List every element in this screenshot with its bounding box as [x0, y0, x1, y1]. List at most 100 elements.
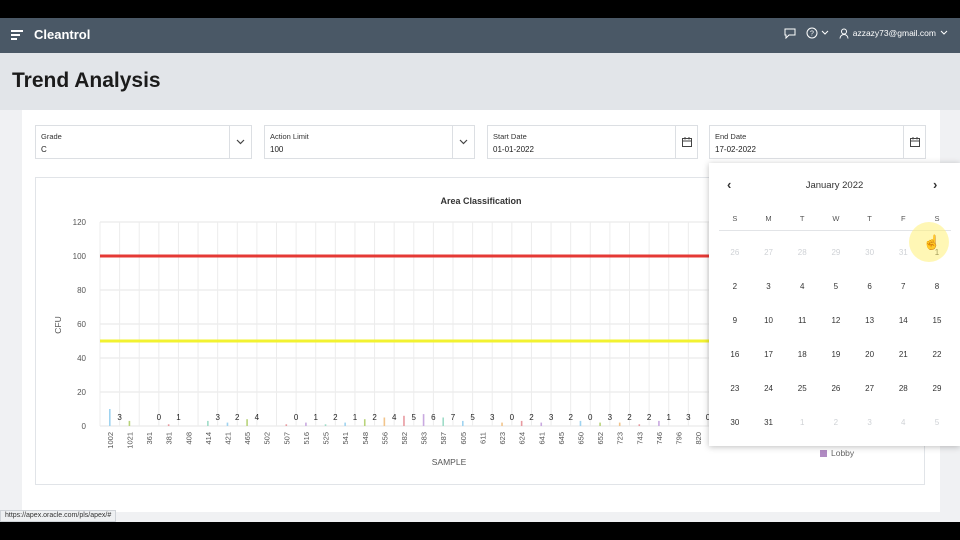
calendar-day[interactable]: 4: [901, 418, 906, 427]
data-bar: [226, 422, 229, 426]
data-label: 0: [510, 413, 515, 422]
help-circle-icon: ?: [806, 27, 818, 39]
calendar-day[interactable]: 2: [732, 282, 738, 291]
calendar-icon: [681, 137, 692, 147]
calendar-day[interactable]: 1: [799, 418, 805, 427]
data-bar: [305, 422, 307, 426]
hamburger-menu-icon[interactable]: [11, 30, 23, 40]
next-month-button[interactable]: ›: [933, 177, 938, 192]
weekday-header: S M T W T F S: [718, 214, 954, 223]
calendar-day[interactable]: 17: [764, 350, 773, 359]
data-bar: [246, 419, 248, 426]
data-label: 0: [157, 413, 162, 422]
calendar-day[interactable]: 28: [797, 248, 807, 257]
calendar-day[interactable]: 29: [831, 248, 841, 257]
help-menu-button[interactable]: ?: [806, 27, 829, 39]
calendar-day[interactable]: 27: [865, 384, 875, 393]
data-label: 3: [549, 413, 554, 422]
y-tick-label: 60: [77, 320, 86, 329]
grade-dropdown-button[interactable]: [229, 126, 251, 158]
x-tick-label: 645: [557, 432, 566, 445]
y-axis-label: CFU: [53, 316, 63, 333]
calendar-day[interactable]: 14: [898, 316, 908, 325]
calendar-day[interactable]: 30: [730, 418, 740, 427]
calendar-day[interactable]: 29: [932, 384, 942, 393]
action-limit-dropdown-button[interactable]: [452, 126, 474, 158]
calendar-day[interactable]: 2: [833, 418, 839, 427]
app-title[interactable]: Cleantrol: [34, 27, 91, 42]
x-tick-label: 541: [341, 432, 350, 445]
calendar-day[interactable]: 24: [764, 384, 773, 393]
x-tick-label: 408: [184, 432, 193, 445]
action-limit-select[interactable]: Action Limit 100: [264, 125, 475, 159]
x-tick-label: 465: [243, 432, 252, 445]
calendar-day[interactable]: 21: [898, 350, 908, 359]
start-date-field[interactable]: Start Date 01-01-2022: [487, 125, 698, 159]
calendar-day[interactable]: 12: [831, 316, 841, 325]
data-bar: [167, 424, 170, 426]
x-tick-label: 743: [635, 432, 644, 445]
header-actions: ? azzazy73@gmail.com: [784, 27, 948, 39]
y-tick-label: 100: [73, 252, 87, 261]
calendar-day[interactable]: 7: [901, 282, 906, 291]
calendar-day[interactable]: 9: [732, 316, 738, 325]
calendar-day[interactable]: 4: [799, 282, 805, 291]
prev-month-button[interactable]: ‹: [727, 177, 732, 192]
calendar-day[interactable]: 23: [730, 384, 740, 393]
calendar-day[interactable]: 10: [764, 316, 773, 325]
data-label: 2: [372, 413, 377, 422]
grade-select[interactable]: Grade C: [35, 125, 252, 159]
calendar-day[interactable]: 30: [865, 248, 875, 257]
calendar-day[interactable]: 18: [797, 350, 807, 359]
calendar-day[interactable]: 5: [934, 418, 940, 427]
calendar-day[interactable]: 25: [797, 384, 807, 393]
calendar-day[interactable]: 8: [934, 282, 940, 291]
letterbox-top: [0, 0, 960, 18]
data-bar: [618, 422, 621, 426]
end-date-label: End Date: [715, 132, 747, 141]
calendar-day[interactable]: 16: [730, 350, 740, 359]
data-label: 7: [451, 413, 456, 422]
data-label: 1: [353, 413, 358, 422]
action-limit-value: 100: [270, 145, 284, 154]
calendar-day[interactable]: 26: [730, 248, 740, 257]
calendar-day[interactable]: 22: [932, 350, 942, 359]
x-tick-label: 381: [165, 432, 174, 445]
app-header: Cleantrol ? azzazy73@gmail.com: [0, 18, 960, 53]
calendar-day[interactable]: 5: [833, 282, 839, 291]
calendar-day[interactable]: 11: [798, 316, 807, 325]
x-tick-label: 624: [518, 432, 527, 445]
data-label: 2: [627, 413, 632, 422]
legend-item-lobby[interactable]: Lobby: [820, 448, 854, 458]
calendar-day[interactable]: 20: [865, 350, 875, 359]
start-date-calendar-button[interactable]: [675, 126, 697, 158]
calendar-week-row: 9 10 11 12 13 14 15: [718, 316, 954, 325]
calendar-day[interactable]: 27: [764, 248, 773, 257]
x-tick-label: 1002: [106, 432, 115, 449]
data-label: 3: [117, 413, 122, 422]
data-label: 0: [588, 413, 593, 422]
calendar-day[interactable]: 28: [898, 384, 908, 393]
calendar-day[interactable]: 3: [867, 418, 872, 427]
x-tick-label: 605: [459, 432, 468, 445]
x-tick-label: 414: [204, 432, 213, 445]
calendar-day[interactable]: 26: [831, 384, 841, 393]
calendar-day[interactable]: 31: [764, 418, 773, 427]
calendar-day[interactable]: 31: [898, 248, 908, 257]
calendar-day[interactable]: 6: [867, 282, 872, 291]
x-tick-label: 623: [498, 432, 507, 445]
data-label: 0: [294, 413, 299, 422]
chart-title: Area Classification: [440, 196, 521, 206]
calendar-day[interactable]: 13: [865, 316, 875, 325]
end-date-calendar-button[interactable]: [903, 126, 925, 158]
data-bar: [128, 420, 131, 426]
data-label: 4: [392, 413, 397, 422]
calendar-day[interactable]: 19: [831, 350, 841, 359]
x-tick-label: 587: [439, 432, 448, 445]
calendar-day[interactable]: 3: [766, 282, 771, 291]
end-date-field[interactable]: End Date 17-02-2022: [709, 125, 926, 159]
chat-bubble-icon[interactable]: [784, 28, 796, 39]
calendar-day[interactable]: 15: [932, 316, 942, 325]
user-menu-button[interactable]: azzazy73@gmail.com: [839, 28, 948, 39]
